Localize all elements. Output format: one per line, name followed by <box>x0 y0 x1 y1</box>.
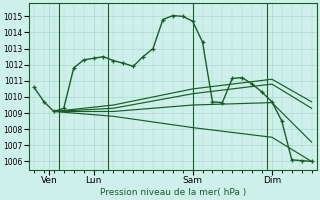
X-axis label: Pression niveau de la mer( hPa ): Pression niveau de la mer( hPa ) <box>100 188 246 197</box>
